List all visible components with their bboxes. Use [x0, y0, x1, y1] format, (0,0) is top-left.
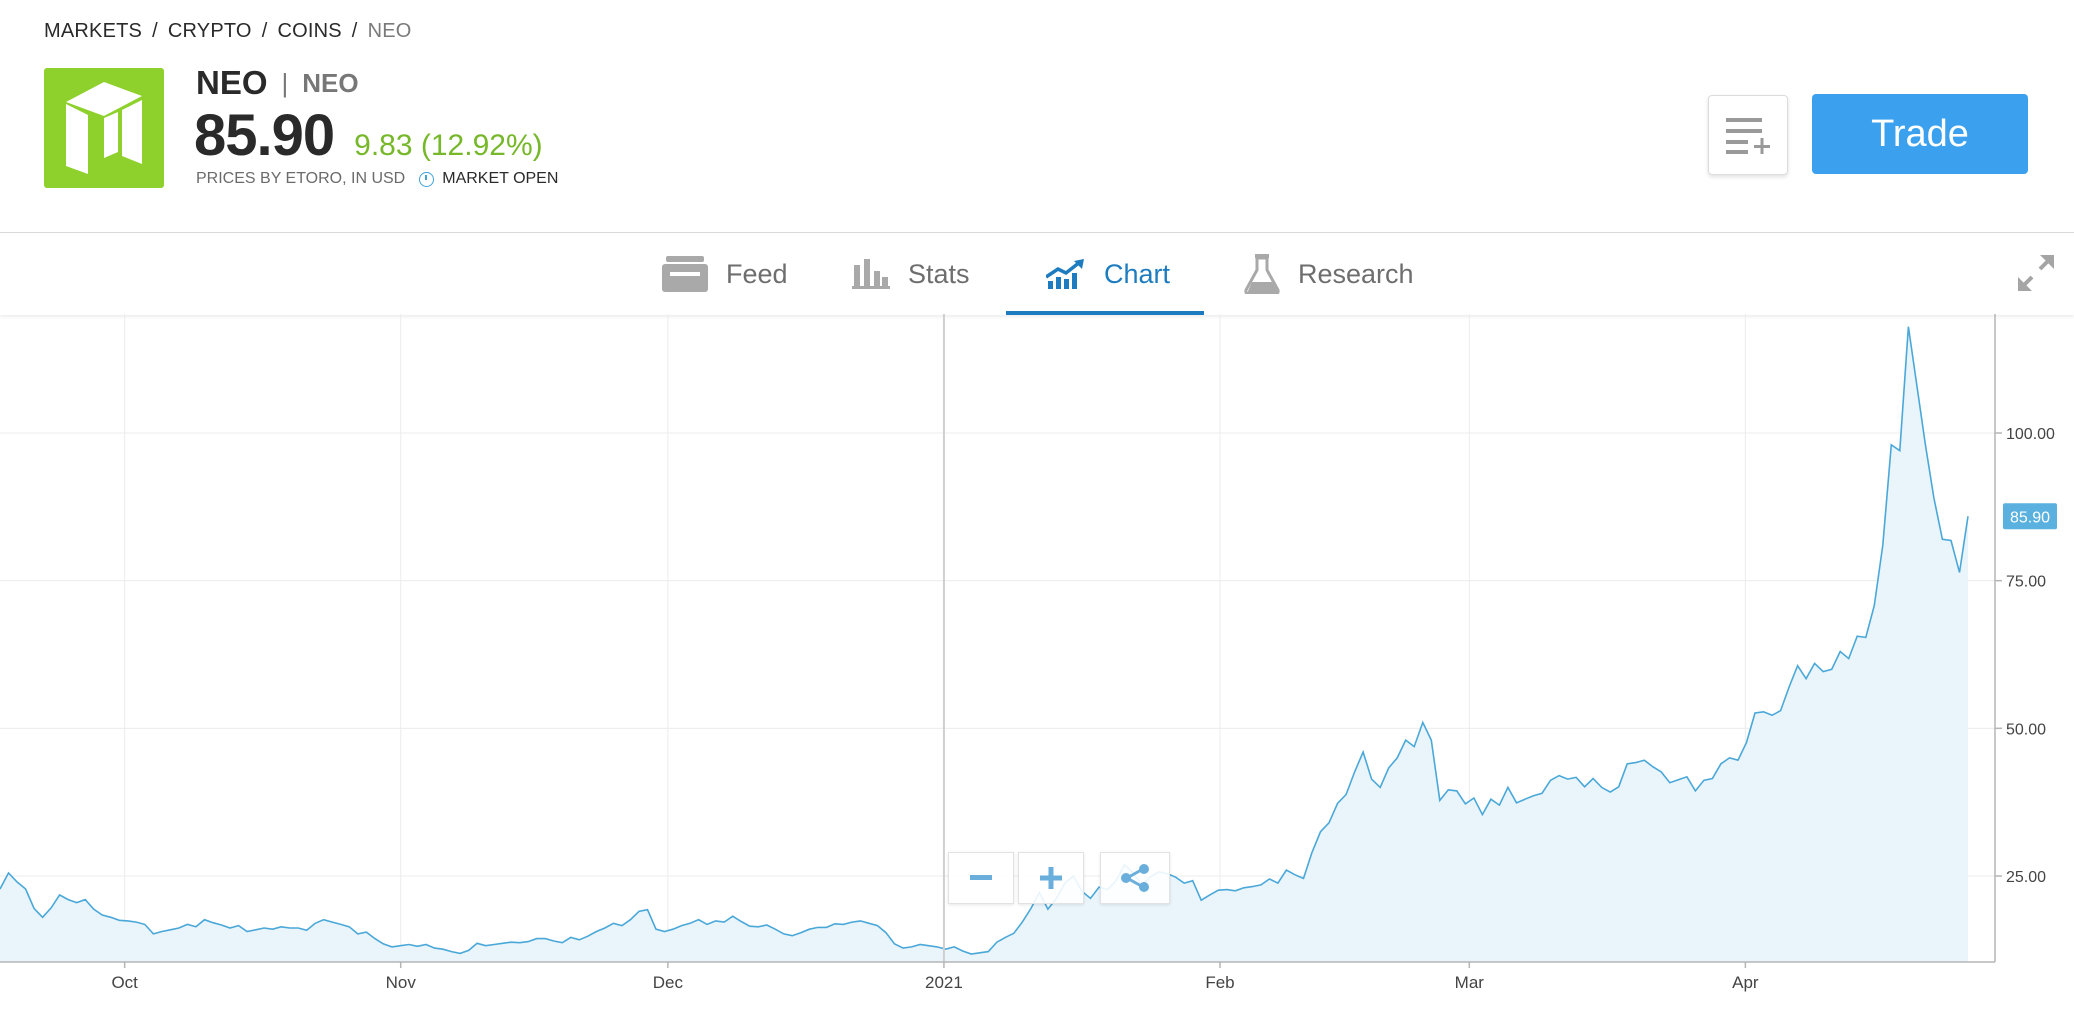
- breadcrumb-coins[interactable]: COINS: [277, 20, 342, 42]
- last-price-badge: [2003, 503, 2057, 530]
- tab-stats[interactable]: Stats: [852, 233, 970, 315]
- x-tick-label: Nov: [386, 973, 417, 992]
- y-tick-label: 75.00: [2006, 574, 2046, 591]
- price-row: 85.90 9.83 (12.92%): [194, 102, 543, 170]
- minus-icon: [970, 875, 992, 880]
- last-price-marker: 85.90: [2003, 503, 2057, 530]
- expand-icon[interactable]: [2018, 255, 2054, 291]
- market-status: MARKET OPEN: [442, 170, 559, 187]
- price-meta: PRICES BY ETORO, IN USD MARKET OPEN: [196, 170, 558, 188]
- breadcrumb-separator: /: [261, 20, 268, 42]
- y-tick-label: 25.00: [2006, 869, 2046, 886]
- zoom-out-button[interactable]: [948, 852, 1014, 904]
- neo-logo: [44, 68, 164, 188]
- x-tick-label: Dec: [653, 973, 684, 992]
- breadcrumb-crypto[interactable]: CRYPTO: [167, 20, 252, 42]
- tab-feed-label: Feed: [726, 258, 788, 289]
- price-change: 9.83 (12.92%): [354, 129, 543, 162]
- breadcrumb-separator: /: [152, 20, 158, 42]
- share-button[interactable]: [1100, 852, 1170, 904]
- flask-icon: [1244, 254, 1280, 294]
- neo-cube-icon: [66, 82, 142, 174]
- add-to-watchlist-button[interactable]: [1708, 95, 1788, 175]
- bar-chart-icon: [852, 259, 890, 289]
- price-source: PRICES BY ETORO, IN USD: [196, 170, 406, 187]
- chart-toolbar: [948, 852, 1170, 904]
- tab-feed[interactable]: Feed: [662, 233, 788, 315]
- clock-icon: [419, 171, 435, 187]
- x-tick-label: Feb: [1205, 973, 1234, 992]
- y-tick-label: 50.00: [2006, 721, 2046, 738]
- active-tab-indicator: [1006, 311, 1204, 315]
- add-to-list-icon: [1726, 118, 1770, 154]
- name-divider: |: [281, 67, 289, 98]
- chart-axes: [0, 314, 2002, 968]
- price-chart-svg[interactable]: 25.00 50.00 75.00 100.00 Oct Nov Dec 2021 Feb Ma…: [0, 314, 2074, 1010]
- instrument-name-row: NEO | NEO: [196, 62, 359, 104]
- tab-bar: Feed Stats Chart: [0, 232, 2074, 315]
- instrument-symbol: NEO: [302, 67, 359, 98]
- price-line: [0, 326, 1969, 955]
- instrument-name: NEO: [196, 64, 268, 101]
- x-tick-label: Oct: [111, 973, 138, 992]
- x-tick-label: Apr: [1732, 973, 1759, 992]
- tab-stats-label: Stats: [908, 258, 970, 289]
- x-axis-labels: Oct Nov Dec 2021 Feb Mar Apr: [111, 973, 1758, 992]
- tab-chart-label: Chart: [1104, 258, 1171, 289]
- trend-chart-icon: [1046, 259, 1086, 289]
- share-icon: [1121, 864, 1149, 892]
- tab-chart[interactable]: Chart: [1046, 233, 1170, 315]
- zoom-in-button[interactable]: [1018, 852, 1084, 904]
- trade-button[interactable]: Trade: [1812, 94, 2028, 174]
- feed-icon: [662, 256, 708, 292]
- breadcrumb-markets[interactable]: MARKETS: [44, 20, 143, 42]
- y-tick-label: 100.00: [2006, 426, 2055, 443]
- x-tick-label: 2021: [925, 973, 963, 992]
- breadcrumb-current: NEO: [367, 20, 412, 42]
- tab-research-label: Research: [1298, 258, 1414, 289]
- current-price: 85.90: [194, 103, 335, 168]
- breadcrumb-separator: /: [351, 20, 358, 42]
- tab-research[interactable]: Research: [1244, 233, 1414, 315]
- last-price-label: 85.90: [2010, 509, 2050, 526]
- breadcrumb: MARKETS / CRYPTO / COINS / NEO: [44, 20, 412, 43]
- plus-icon: [1040, 867, 1062, 889]
- y-axis-labels: 25.00 50.00 75.00 100.00: [2006, 426, 2055, 886]
- price-chart[interactable]: 25.00 50.00 75.00 100.00 Oct Nov Dec 2021 Feb Ma…: [0, 314, 2074, 1010]
- x-tick-label: Mar: [1455, 973, 1485, 992]
